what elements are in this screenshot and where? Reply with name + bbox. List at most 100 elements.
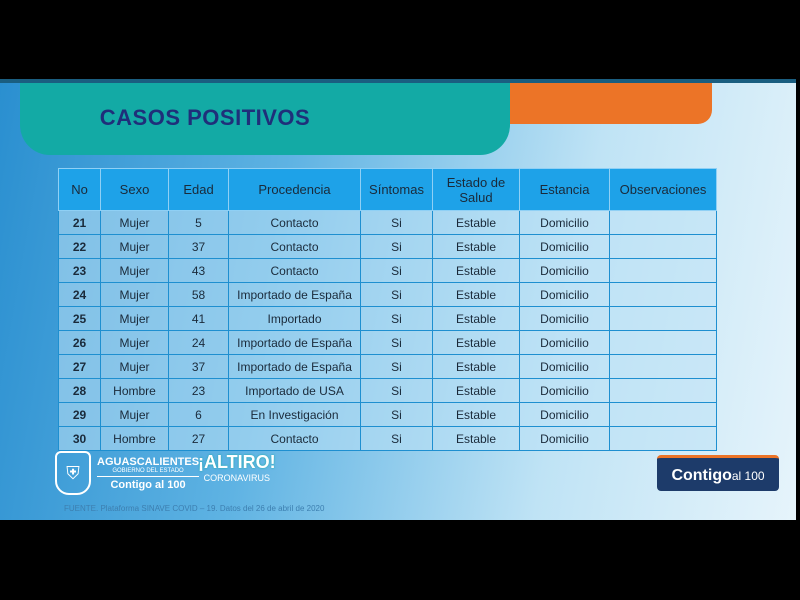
government-logo: ⛨ AGUASCALIENTES GOBIERNO DEL ESTADO Con…	[55, 451, 200, 495]
table-cell: Domicilio	[519, 426, 610, 451]
table-cell: Domicilio	[519, 282, 610, 307]
table-row: 29 Mujer 6 En Investigación Si Estable Domicil…	[58, 402, 717, 427]
table-cell: 43	[168, 258, 229, 283]
altiro-logo: ¡ALTIRO! CORONAVIRUS	[198, 452, 276, 483]
table-cell: Si	[360, 330, 433, 355]
top-line	[0, 79, 796, 83]
table-cell	[609, 210, 717, 235]
table-cell: Estable	[432, 378, 520, 403]
table-cell: Contacto	[228, 210, 361, 235]
table-cell: Domicilio	[519, 306, 610, 331]
table-cell: 24	[168, 330, 229, 355]
orange-banner	[470, 83, 712, 124]
table-cell: 27	[58, 354, 101, 379]
table-cell: 6	[168, 402, 229, 427]
table-cell: Mujer	[100, 258, 169, 283]
table-cell: Importado de USA	[228, 378, 361, 403]
table-cell: Si	[360, 426, 433, 451]
table-cell: Si	[360, 258, 433, 283]
table-cell	[609, 258, 717, 283]
table-cell: 30	[58, 426, 101, 451]
table-cell: 41	[168, 306, 229, 331]
table-cell	[609, 426, 717, 451]
table-cell: Importado de España	[228, 282, 361, 307]
table-row: 28 Hombre 23 Importado de USA Si Estable Domic…	[58, 378, 717, 403]
table-cell	[609, 378, 717, 403]
table-cell: Si	[360, 306, 433, 331]
contigo-main: Contigo	[671, 467, 732, 484]
gov-name: AGUASCALIENTES	[97, 455, 200, 468]
table-cell: Si	[360, 378, 433, 403]
table-cell: 21	[58, 210, 101, 235]
table-cell: Domicilio	[519, 330, 610, 355]
column-header: No	[58, 168, 101, 211]
table-cell: 24	[58, 282, 101, 307]
table-cell: Mujer	[100, 234, 169, 259]
table-cell: Domicilio	[519, 402, 610, 427]
source-footer: FUENTE. Plataforma SINAVE COVID – 19. Da…	[64, 504, 325, 513]
cases-table: No Sexo Edad Procedencia Síntomas Estado de S…	[58, 168, 717, 451]
table-cell: Estable	[432, 234, 520, 259]
altiro-text: ¡ALTIRO!	[198, 452, 276, 472]
table-cell: Contacto	[228, 258, 361, 283]
table-cell: 58	[168, 282, 229, 307]
table-cell: Mujer	[100, 402, 169, 427]
table-cell: Importado de España	[228, 330, 361, 355]
table-cell: 23	[58, 258, 101, 283]
contigo-logo: Contigoal 100	[657, 455, 779, 491]
table-cell: Domicilio	[519, 354, 610, 379]
table-cell	[609, 354, 717, 379]
table-cell: 26	[58, 330, 101, 355]
table-cell	[609, 306, 717, 331]
table-cell: 37	[168, 234, 229, 259]
table-cell: Mujer	[100, 282, 169, 307]
table-cell: Mujer	[100, 330, 169, 355]
table-row: 25 Mujer 41 Importado Si Estable Domicilio	[58, 306, 717, 331]
table-cell: Domicilio	[519, 210, 610, 235]
table-row: 27 Mujer 37 Importado de España Si Estable Dom…	[58, 354, 717, 379]
table-cell: Contacto	[228, 234, 361, 259]
table-cell: Estable	[432, 210, 520, 235]
table-cell: 29	[58, 402, 101, 427]
table-cell: Hombre	[100, 378, 169, 403]
table-cell	[609, 282, 717, 307]
altiro-sub: CORONAVIRUS	[203, 473, 270, 483]
table-cell: 28	[58, 378, 101, 403]
table-header: No Sexo Edad Procedencia Síntomas Estado de S…	[58, 168, 717, 211]
table-cell: Domicilio	[519, 258, 610, 283]
table-cell	[609, 234, 717, 259]
table-row: 22 Mujer 37 Contacto Si Estable Domicilio	[58, 234, 717, 259]
table-cell: Estable	[432, 402, 520, 427]
table-cell: Domicilio	[519, 234, 610, 259]
table-cell: Si	[360, 402, 433, 427]
table-row: 24 Mujer 58 Importado de España Si Estable Dom…	[58, 282, 717, 307]
table-cell: Si	[360, 234, 433, 259]
table-cell: Importado de España	[228, 354, 361, 379]
contigo-tail: al 100	[731, 469, 765, 483]
table-cell: Mujer	[100, 354, 169, 379]
column-header: Estado de Salud	[432, 168, 520, 211]
gov-slogan: Contigo al 100	[110, 478, 186, 491]
slide: CASOS POSITIVOS No Sexo Edad Procedencia Sín…	[0, 79, 796, 520]
table-cell: Estable	[432, 306, 520, 331]
table-cell: 23	[168, 378, 229, 403]
column-header: Edad	[168, 168, 229, 211]
table-row: 21 Mujer 5 Contacto Si Estable Domicilio	[58, 210, 717, 235]
state-seal-icon: ⛨	[55, 451, 91, 495]
table-cell: Si	[360, 210, 433, 235]
table-row: 26 Mujer 24 Importado de España Si Estable Dom…	[58, 330, 717, 355]
table-cell: Estable	[432, 354, 520, 379]
table-cell: 5	[168, 210, 229, 235]
column-header: Estancia	[519, 168, 610, 211]
table-cell	[609, 330, 717, 355]
page-title: CASOS POSITIVOS	[99, 105, 311, 130]
column-header: Procedencia	[228, 168, 361, 211]
table-cell: Estable	[432, 426, 520, 451]
table-row: 23 Mujer 43 Contacto Si Estable Domicilio	[58, 258, 717, 283]
title-banner: CASOS POSITIVOS	[20, 83, 510, 155]
table-cell: Mujer	[100, 210, 169, 235]
table-cell: Mujer	[100, 306, 169, 331]
table-cell	[609, 402, 717, 427]
table-cell: Estable	[432, 330, 520, 355]
table-cell: 37	[168, 354, 229, 379]
